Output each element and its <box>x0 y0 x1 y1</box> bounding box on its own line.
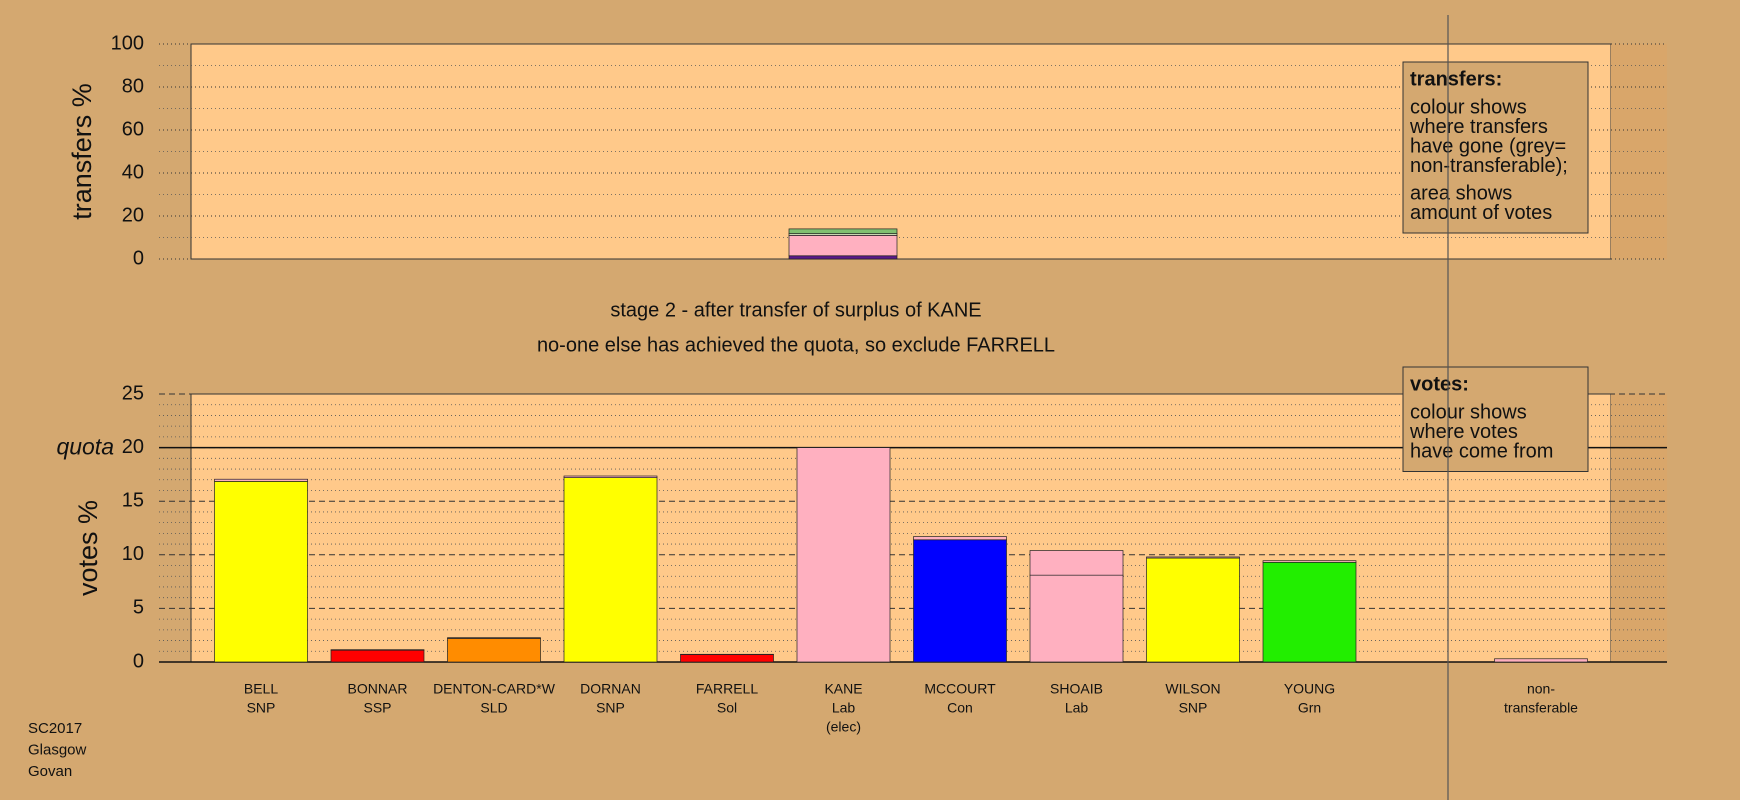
y-tick-label: 15 <box>122 489 144 511</box>
x-tick-label: SHOAIB <box>1050 681 1103 697</box>
side-panel <box>1611 394 1667 662</box>
legend-text: amount of votes <box>1410 202 1552 224</box>
x-tick-label: SLD <box>480 700 507 716</box>
x-tick-label: Lab <box>1065 700 1089 716</box>
x-tick-label: transferable <box>1504 700 1578 716</box>
y-axis-label: votes % <box>73 500 103 596</box>
y-tick-label: 5 <box>133 597 144 619</box>
bar-segment <box>330 649 425 663</box>
x-tick-label: Con <box>947 700 973 716</box>
legend-title: votes: <box>1410 373 1469 395</box>
bar-segment <box>214 481 308 663</box>
x-tick-label: BONNAR <box>348 681 408 697</box>
bar-segment <box>913 536 1007 541</box>
bar-segment <box>563 477 658 663</box>
bar-segment <box>1029 574 1124 663</box>
y-tick-label: 20 <box>122 436 144 458</box>
caption: SC2017 <box>28 720 82 737</box>
x-tick-label: non- <box>1527 681 1555 697</box>
bar-segment <box>563 475 658 478</box>
bar-segment <box>1146 557 1240 663</box>
bar-segment <box>1146 556 1240 559</box>
bar-segment <box>680 654 774 663</box>
x-tick-label: BELL <box>244 681 278 697</box>
stage-title: stage 2 - after transfer of surplus of K… <box>610 299 981 321</box>
bar-segment <box>788 228 898 234</box>
legend-title: transfers: <box>1410 68 1502 90</box>
bar-segment <box>796 447 891 663</box>
x-tick-label: Lab <box>832 700 856 716</box>
x-tick-label: (elec) <box>826 719 861 735</box>
x-tick-label: MCCOURT <box>924 681 996 697</box>
x-tick-label: SNP <box>596 700 625 716</box>
y-tick-label: 20 <box>122 204 144 226</box>
legend-text: where transfers <box>1409 116 1548 138</box>
caption: Govan <box>28 763 72 780</box>
plot-panel <box>190 393 1612 663</box>
y-tick-label: 0 <box>133 650 144 672</box>
x-tick-label: Sol <box>717 700 737 716</box>
x-tick-label: DENTON-CARD*W <box>433 681 556 697</box>
caption: Glasgow <box>28 741 87 758</box>
stage-title: no-one else has achieved the quota, so e… <box>537 334 1055 356</box>
bar-segment <box>214 478 308 482</box>
x-tick-label: DORNAN <box>580 681 641 697</box>
bar-segment <box>447 637 541 639</box>
y-tick-label: 40 <box>122 161 144 183</box>
legend-box <box>1402 61 1589 234</box>
bar-segment <box>788 235 898 257</box>
y-tick-label: 80 <box>122 75 144 97</box>
y-tick-label: 10 <box>122 543 144 565</box>
x-tick-label: YOUNG <box>1284 681 1335 697</box>
bar-segment <box>1262 561 1357 663</box>
x-tick-label: SSP <box>363 700 391 716</box>
x-tick-label: KANE <box>824 681 862 697</box>
bar-segment <box>330 649 425 651</box>
y-axis-label: transfers % <box>67 83 97 220</box>
bar-segment <box>1029 550 1124 576</box>
legend-text: have come from <box>1410 440 1553 462</box>
bar-segment <box>1494 658 1588 663</box>
x-tick-label: FARRELL <box>696 681 758 697</box>
y-tick-label: 0 <box>133 247 144 269</box>
x-tick-label: WILSON <box>1165 681 1220 697</box>
legend-text: have gone (grey= <box>1410 135 1566 157</box>
bar-segment <box>1262 560 1357 563</box>
y-tick-label: 100 <box>111 32 144 54</box>
legend-box <box>1402 366 1589 472</box>
y-tick-label: 60 <box>122 118 144 140</box>
legend-text: colour shows <box>1410 96 1527 118</box>
quota-label: quota <box>56 434 114 460</box>
bar-segment <box>788 255 898 260</box>
x-tick-label: Grn <box>1298 700 1321 716</box>
bar-segment <box>913 539 1007 663</box>
legend-text: where votes <box>1409 421 1518 443</box>
legend-text: non-transferable); <box>1410 155 1568 177</box>
bar-segment <box>447 638 541 663</box>
x-tick-label: SNP <box>247 700 276 716</box>
y-tick-label: 25 <box>122 382 144 404</box>
legend-text: area shows <box>1410 182 1512 204</box>
x-tick-label: SNP <box>1179 700 1208 716</box>
legend-text: colour shows <box>1410 401 1527 423</box>
